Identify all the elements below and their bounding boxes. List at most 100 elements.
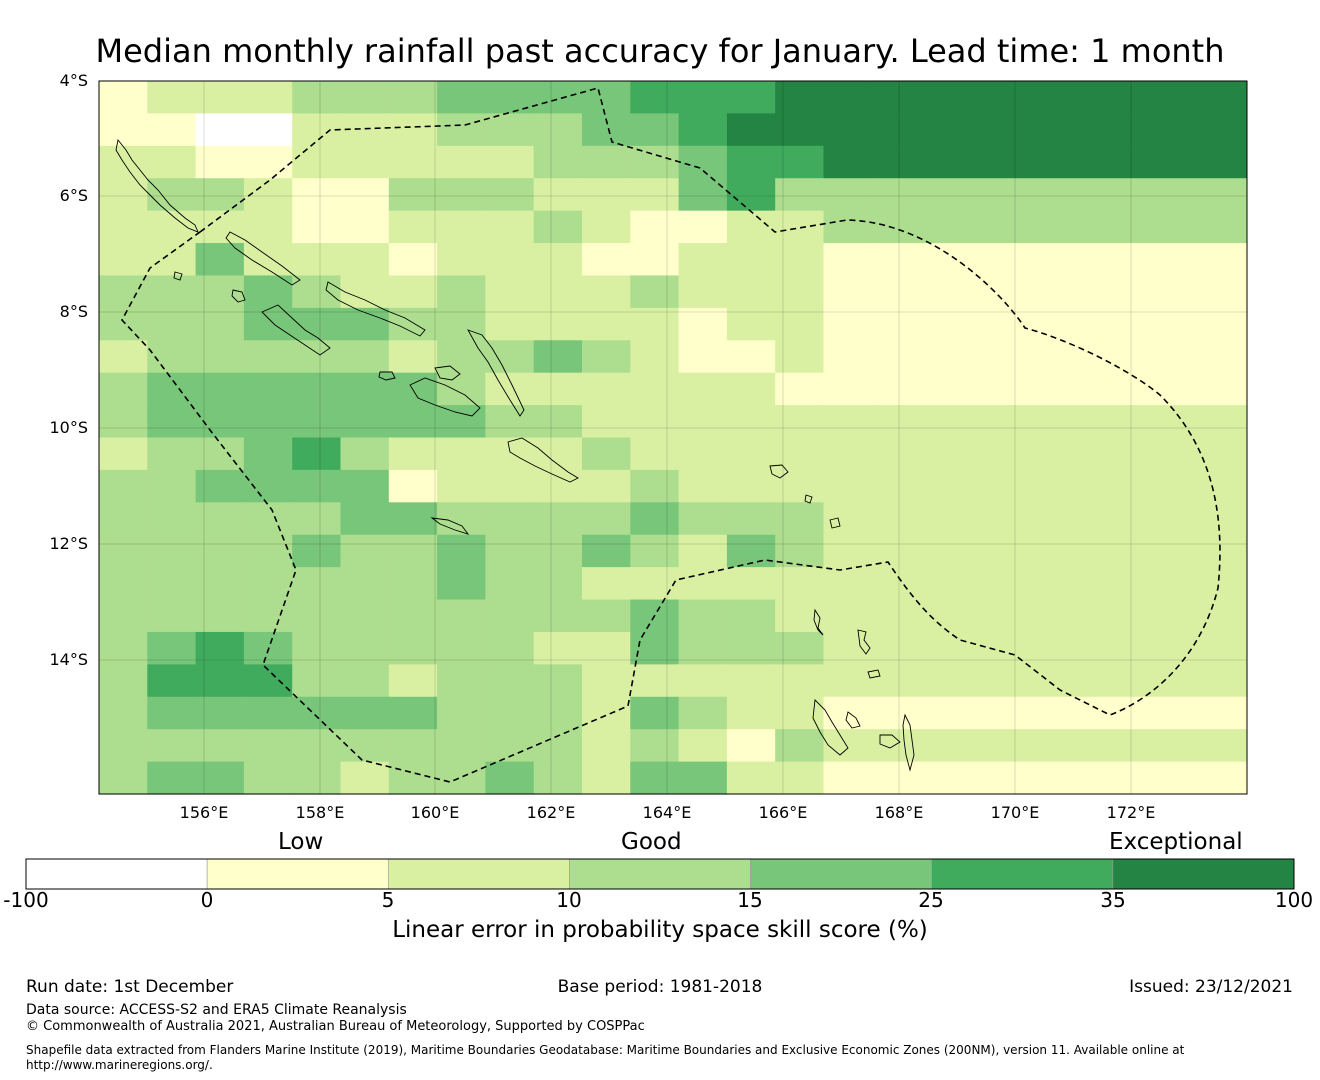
grid-cell	[99, 340, 148, 374]
grid-cell	[533, 340, 583, 374]
grid-cell	[823, 729, 873, 763]
shapefile-credit-line1: Shapefile data extracted from Flanders M…	[26, 1043, 1185, 1057]
grid-cell	[99, 567, 148, 601]
grid-cell	[533, 210, 583, 244]
grid-cell	[775, 81, 825, 115]
grid-cell	[437, 599, 486, 633]
grid-cell	[243, 761, 293, 795]
grid-cell	[243, 534, 293, 568]
grid-cell	[775, 469, 825, 503]
grid-cell	[582, 145, 631, 179]
grid-cell	[823, 469, 873, 503]
grid-cell	[775, 534, 825, 568]
grid-cell	[292, 567, 342, 601]
grid-cell	[871, 469, 1247, 503]
grid-cell	[147, 178, 197, 212]
grid-cell	[871, 145, 1247, 179]
grid-cell	[678, 81, 728, 115]
grid-cell	[195, 243, 245, 277]
grid-cell	[678, 599, 728, 633]
grid-cell	[340, 631, 390, 665]
grid-cell	[292, 729, 342, 763]
grid-cell	[243, 307, 293, 341]
torres-islands	[813, 608, 824, 636]
lon-label: 156°E	[179, 803, 229, 822]
grid-cell	[437, 696, 486, 730]
grid-cell	[533, 113, 583, 147]
grid-cell	[533, 372, 583, 406]
grid-cell	[292, 437, 342, 471]
malakula-island	[845, 711, 861, 729]
grid-cell	[292, 502, 342, 536]
grid-cell	[147, 599, 197, 633]
grid-cell	[340, 664, 390, 698]
grid-cell	[678, 502, 728, 536]
grid-cell	[775, 210, 825, 244]
grid-cell	[630, 372, 680, 406]
grid-cell	[147, 307, 197, 341]
grid-cell	[437, 405, 486, 439]
lat-label: 14°S	[49, 650, 88, 669]
grid-cell	[533, 567, 583, 601]
grid-cell	[388, 210, 438, 244]
grid-cell	[533, 178, 583, 212]
maewo-pentecost-islands	[902, 713, 915, 772]
grid-cell	[99, 113, 148, 147]
grid-cell	[678, 469, 728, 503]
grid-cell	[485, 696, 535, 730]
grid-cell	[775, 372, 825, 406]
grid-cell	[726, 113, 776, 147]
grid-cell	[582, 113, 631, 147]
grid-cell	[388, 275, 438, 309]
grid-cell	[533, 405, 583, 439]
malaita-island	[467, 329, 525, 417]
grid-cell	[871, 502, 1247, 536]
grid-cell	[340, 599, 390, 633]
grid-cell	[823, 599, 873, 633]
grid-cell	[292, 405, 342, 439]
grid-cell	[678, 534, 728, 568]
grid-cell	[678, 631, 728, 665]
grid-cell	[340, 340, 390, 374]
grid-cell	[533, 599, 583, 633]
grid-cell	[726, 81, 776, 115]
new-georgia-islands	[261, 304, 331, 356]
run-date: Run date: 1st December	[26, 977, 234, 997]
grid-cell	[775, 761, 825, 795]
grid-cell	[678, 113, 728, 147]
grid-cell	[533, 502, 583, 536]
grid-cell	[582, 567, 631, 601]
grid-cell	[195, 145, 245, 179]
lat-label: 4°S	[59, 71, 88, 90]
grid-cell	[243, 729, 293, 763]
grid-cell	[99, 307, 148, 341]
grid-cell	[195, 761, 245, 795]
grid-cell	[678, 243, 728, 277]
lat-label: 12°S	[49, 534, 88, 553]
grid-cell	[485, 469, 535, 503]
grid-cell	[195, 599, 245, 633]
grid-cell	[485, 243, 535, 277]
grid-cell	[775, 275, 825, 309]
grid-cell	[871, 729, 1247, 763]
vanikoro-island	[829, 517, 841, 529]
grid-cell	[630, 81, 680, 115]
grid-cell	[292, 81, 342, 115]
grid-cell	[388, 437, 438, 471]
grid-cell	[678, 275, 728, 309]
grid-cell	[823, 243, 873, 277]
grid-cell	[533, 469, 583, 503]
grid-cell	[340, 567, 390, 601]
grid-cell	[533, 631, 583, 665]
grid-cell	[147, 534, 197, 568]
legend-category-exceptional: Exceptional	[1109, 829, 1243, 855]
grid-cell	[437, 437, 486, 471]
grid-cell	[485, 178, 535, 212]
grid-cell	[726, 437, 776, 471]
grid-cell	[437, 631, 486, 665]
grid-cell	[292, 469, 342, 503]
grid-cell	[533, 145, 583, 179]
grid-cell	[99, 81, 148, 115]
grid-cell	[437, 307, 486, 341]
grid-cell	[388, 81, 438, 115]
